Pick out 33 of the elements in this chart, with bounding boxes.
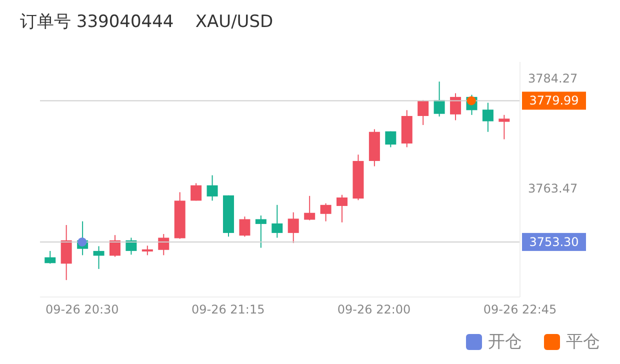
x-tick-label: 09-26 22:45 (483, 302, 557, 317)
candlestick (60, 224, 72, 281)
x-tick-label: 09-26 21:15 (191, 302, 265, 317)
candlestick (93, 246, 104, 270)
candlestick (206, 174, 218, 202)
candlestick (385, 130, 396, 148)
legend-label: 平仓 (566, 331, 600, 353)
candlestick (190, 182, 202, 202)
y-tick-label: 3784.27 (528, 71, 578, 86)
candlestick (109, 234, 120, 258)
ref-line-label: 3753.30 (529, 234, 579, 249)
candlestick (498, 114, 510, 140)
candlestick (304, 195, 316, 221)
candlestick (142, 245, 153, 256)
candlestick (158, 234, 170, 256)
legend-label: 开仓 (488, 331, 522, 353)
candlestick (450, 92, 462, 121)
candlestick (288, 212, 299, 244)
y-tick-label: 3763.47 (528, 181, 578, 196)
candlestick (255, 214, 266, 248)
candlestick (434, 81, 445, 118)
candlestick (320, 202, 332, 222)
ref-line-label: 3779.99 (529, 94, 579, 108)
x-tick-label: 09-26 20:30 (46, 302, 119, 317)
candlestick (126, 237, 137, 256)
candlestick (44, 250, 56, 264)
candlestick (336, 194, 348, 223)
candlestick (272, 204, 283, 238)
chart-title: 订单号 339040444 XAU/USD (20, 11, 274, 33)
candlestick (239, 216, 250, 238)
x-tick-label: 09-26 22:00 (337, 302, 411, 317)
candlestick (418, 100, 429, 126)
candlestick (482, 102, 494, 132)
